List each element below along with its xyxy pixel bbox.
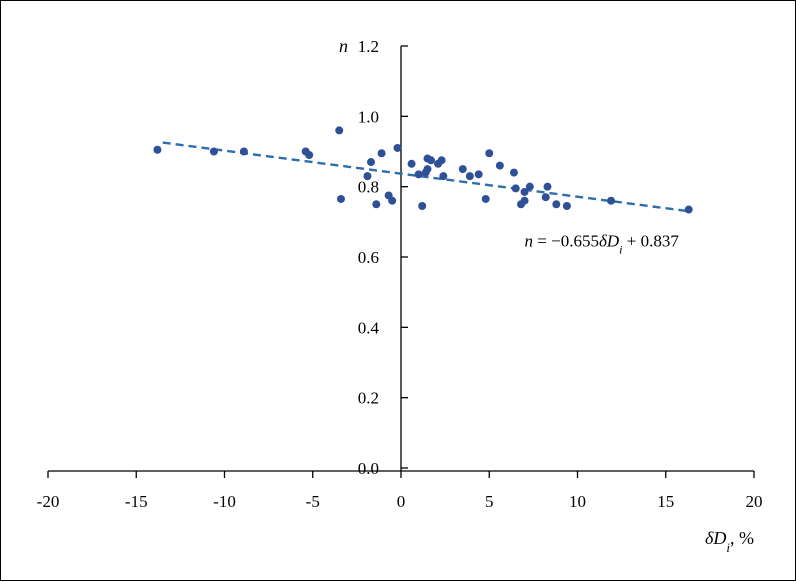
data-point (495, 161, 504, 170)
data-point (481, 194, 490, 203)
y-tick-label: 0.4 (358, 318, 380, 337)
data-point (520, 196, 529, 205)
y-tick-label: 0.2 (358, 389, 379, 408)
x-tick-label: -10 (213, 492, 236, 511)
data-point (407, 159, 416, 168)
ticks: -20 -15 -10 -5 0 5 10 15 20 0.0 0.2 0.4 0.6 0.8 1.0 1.2 (37, 37, 763, 511)
data-point (511, 184, 520, 193)
data-point (372, 200, 381, 209)
data-point (335, 126, 344, 135)
data-point (377, 149, 386, 158)
data-point (363, 172, 372, 181)
regression-equation: n = −0.655δDi + 0.837 (525, 231, 680, 256)
x-axis-label: δDi, % (705, 528, 754, 555)
data-point (552, 200, 561, 209)
data-point (423, 165, 432, 174)
x-tick-label: -15 (125, 492, 148, 511)
axes (48, 46, 754, 472)
data-point (414, 170, 423, 179)
data-point (336, 194, 345, 203)
data-point (393, 143, 402, 152)
y-tick-label: 1.0 (358, 107, 379, 126)
y-tick-label: 0.6 (358, 248, 379, 267)
data-point (684, 205, 693, 214)
y-axis-label: n (339, 36, 348, 56)
trendline (162, 141, 689, 213)
data-point (525, 182, 534, 191)
y-tick-label: 1.2 (358, 37, 379, 56)
x-tick-label: 20 (746, 492, 763, 511)
data-point (607, 196, 616, 205)
data-point (153, 145, 162, 154)
data-point (541, 193, 550, 202)
data-point (465, 172, 474, 181)
data-point (485, 149, 494, 158)
data-point (427, 156, 436, 165)
data-points (153, 126, 693, 214)
data-point (305, 151, 314, 160)
data-point (209, 147, 218, 156)
trendline-dashed (162, 141, 689, 213)
data-point (509, 168, 518, 177)
y-tick-label: 0.8 (358, 178, 379, 197)
x-tick-label: 0 (397, 492, 406, 511)
data-point (418, 202, 427, 211)
data-point (458, 165, 467, 174)
data-point (439, 172, 448, 181)
x-tick-label: 5 (485, 492, 494, 511)
y-tick-label: 0.0 (358, 459, 379, 478)
labels: n δDi, % n = −0.655δDi + 0.837 (339, 36, 754, 555)
data-point (366, 158, 375, 167)
x-tick-label: 10 (569, 492, 586, 511)
data-point (543, 182, 552, 191)
data-point (520, 187, 529, 196)
x-tick-label: 15 (657, 492, 674, 511)
data-point (474, 170, 483, 179)
x-tick-label: -5 (306, 492, 320, 511)
x-tick-label: -20 (37, 492, 60, 511)
data-point (388, 196, 397, 205)
data-point (239, 147, 248, 156)
data-point (562, 202, 571, 211)
data-point (437, 156, 446, 165)
